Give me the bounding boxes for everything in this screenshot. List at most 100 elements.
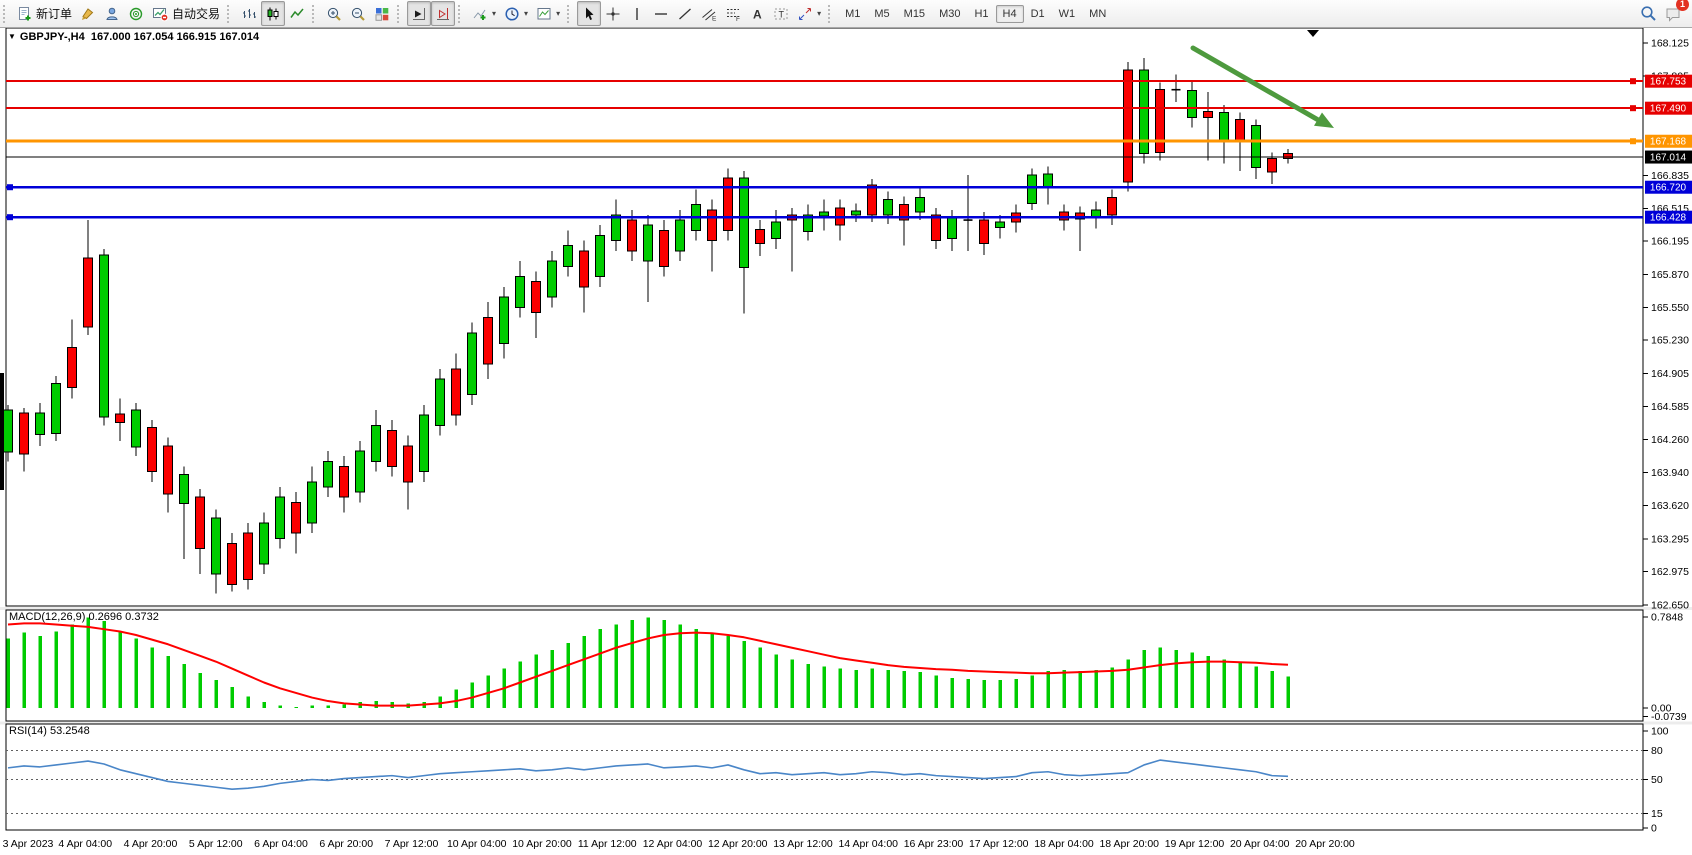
time-axis-label[interactable]: 12 Apr 20:00 xyxy=(708,838,768,850)
svg-text:80: 80 xyxy=(1651,745,1663,757)
timeframe-m15-button[interactable]: M15 xyxy=(903,7,926,20)
svg-text:E: E xyxy=(712,15,717,22)
time-axis-label[interactable]: 4 Apr 04:00 xyxy=(58,838,112,850)
dropdown-caret[interactable]: ▾ xyxy=(556,9,561,18)
toolbar-grip[interactable] xyxy=(3,4,10,23)
hline-anchor xyxy=(7,214,13,221)
svg-text:167.490: 167.490 xyxy=(1650,104,1687,115)
svg-text:162.650: 162.650 xyxy=(1651,600,1689,612)
time-axis-label[interactable]: 16 Apr 23:00 xyxy=(904,838,964,850)
dropdown-caret[interactable]: ▾ xyxy=(492,9,497,18)
clock-icon xyxy=(505,6,519,21)
profile-button[interactable] xyxy=(100,1,124,26)
time-axis-label[interactable]: 17 Apr 12:00 xyxy=(969,838,1029,850)
time-axis-label[interactable]: 18 Apr 20:00 xyxy=(1099,838,1159,850)
time-axis-label[interactable]: 12 Apr 04:00 xyxy=(643,838,703,850)
svg-text:168.125: 168.125 xyxy=(1651,38,1689,50)
time-axis-label[interactable]: 19 Apr 12:00 xyxy=(1165,838,1225,850)
time-axis-label[interactable]: 14 Apr 04:00 xyxy=(838,838,898,850)
time-axis-label[interactable]: 5 Apr 12:00 xyxy=(189,838,243,850)
timeframe-w1-button[interactable]: W1 xyxy=(1058,7,1076,20)
zoom-in-button[interactable] xyxy=(322,1,346,26)
time-axis-label[interactable]: 10 Apr 20:00 xyxy=(512,838,572,850)
svg-text:167.168: 167.168 xyxy=(1650,137,1687,148)
svg-text:163.940: 163.940 xyxy=(1651,467,1689,479)
fibonacci-tool-button[interactable]: F xyxy=(721,1,745,26)
notification-badge: 1 xyxy=(1676,0,1689,11)
time-axis-label[interactable]: 11 Apr 12:00 xyxy=(578,838,637,850)
chart-dropdown-icon[interactable]: ▼ xyxy=(8,32,16,41)
svg-text:163.620: 163.620 xyxy=(1651,500,1689,512)
timeframe-m5-button[interactable]: M5 xyxy=(874,7,890,20)
time-axis-label[interactable]: 7 Apr 12:00 xyxy=(385,838,439,850)
time-axis-label[interactable]: 20 Apr 04:00 xyxy=(1230,838,1290,850)
zoom-out-button[interactable] xyxy=(346,1,370,26)
svg-text:166.428: 166.428 xyxy=(1650,213,1687,224)
toolbar-grip[interactable] xyxy=(312,4,319,23)
news-button[interactable] xyxy=(124,1,148,26)
chart-shift-marker[interactable] xyxy=(1307,30,1319,37)
price-label-box xyxy=(1645,210,1692,224)
dropdown-caret[interactable]: ▾ xyxy=(817,9,822,18)
text-label-tool-button[interactable]: T xyxy=(769,1,793,26)
hline-anchor xyxy=(1630,138,1636,145)
trendline-icon xyxy=(679,8,692,19)
timeframe-m30-button[interactable]: M30 xyxy=(939,7,961,20)
toolbar-grip[interactable] xyxy=(227,4,234,23)
toolbar-grip[interactable] xyxy=(567,4,574,23)
indicators-button[interactable]: ▾ xyxy=(468,1,500,26)
arrows-tool-button[interactable]: ▾ xyxy=(793,1,825,26)
zoom-in-icon xyxy=(327,7,341,21)
text-tool-button[interactable]: A xyxy=(745,1,769,26)
toolbar-grip[interactable] xyxy=(397,4,404,23)
search-button[interactable] xyxy=(1636,1,1661,26)
toolbar-grip[interactable] xyxy=(828,4,835,23)
dropdown-caret[interactable]: ▾ xyxy=(524,9,529,18)
styler-button[interactable] xyxy=(76,1,100,26)
cursor-tool-button[interactable] xyxy=(577,1,602,26)
new-order-button[interactable]: 新订单 xyxy=(13,1,76,26)
timeframe-m1-button[interactable]: M1 xyxy=(845,7,861,20)
horizontal-line-tool-button[interactable] xyxy=(649,1,673,26)
time-axis-label[interactable]: 3 Apr 2023 xyxy=(3,838,54,850)
profile-icon xyxy=(106,7,118,20)
svg-text:166.195: 166.195 xyxy=(1651,236,1689,248)
svg-text:164.260: 164.260 xyxy=(1651,434,1689,446)
periods-button[interactable]: ▾ xyxy=(500,1,532,26)
time-axis-label[interactable]: 20 Apr 20:00 xyxy=(1295,838,1355,850)
channel-tool-button[interactable]: E xyxy=(697,1,721,26)
svg-text:-0.0739: -0.0739 xyxy=(1651,711,1687,723)
timeframe-h1-button[interactable]: H1 xyxy=(974,7,989,20)
candlestick-chart-button[interactable] xyxy=(261,1,286,26)
toolbar-grip[interactable] xyxy=(458,4,465,23)
time-axis-label[interactable]: 6 Apr 20:00 xyxy=(319,838,373,850)
notifications-button[interactable]: 1 xyxy=(1661,0,1689,26)
price-label-box xyxy=(1645,74,1692,88)
auto-scroll-button[interactable] xyxy=(407,1,432,26)
timeframe-h4-button[interactable]: H4 xyxy=(995,4,1024,23)
time-axis-label[interactable]: 13 Apr 12:00 xyxy=(773,838,833,850)
time-axis-label[interactable]: 10 Apr 04:00 xyxy=(447,838,507,850)
tile-windows-button[interactable] xyxy=(370,1,394,26)
horizontal-line-icon xyxy=(655,12,668,15)
line-chart-button[interactable] xyxy=(285,1,309,26)
time-axis-label[interactable]: 18 Apr 04:00 xyxy=(1034,838,1094,850)
svg-text:0: 0 xyxy=(1651,823,1657,835)
timeframe-d1-button[interactable]: D1 xyxy=(1030,7,1045,20)
time-axis-label[interactable]: 4 Apr 20:00 xyxy=(124,838,178,850)
candlestick-chart-icon xyxy=(267,7,279,20)
autotrading-button[interactable]: 自动交易 xyxy=(148,1,224,26)
hline-anchor xyxy=(1630,78,1636,85)
time-axis-label[interactable]: 6 Apr 04:00 xyxy=(254,838,308,850)
trendline-tool-button[interactable] xyxy=(673,1,697,26)
chart-shift-button[interactable] xyxy=(431,1,456,26)
vertical-line-tool-button[interactable] xyxy=(625,1,649,26)
autotrading-label: 自动交易 xyxy=(172,7,221,21)
timeframe-mn-button[interactable]: MN xyxy=(1089,7,1107,20)
crosshair-tool-button[interactable] xyxy=(601,1,625,26)
templates-button[interactable]: ▾ xyxy=(532,1,564,26)
price-label-box xyxy=(1645,134,1692,148)
trend-arrow[interactable] xyxy=(1190,45,1323,124)
bar-chart-button[interactable] xyxy=(237,1,261,26)
